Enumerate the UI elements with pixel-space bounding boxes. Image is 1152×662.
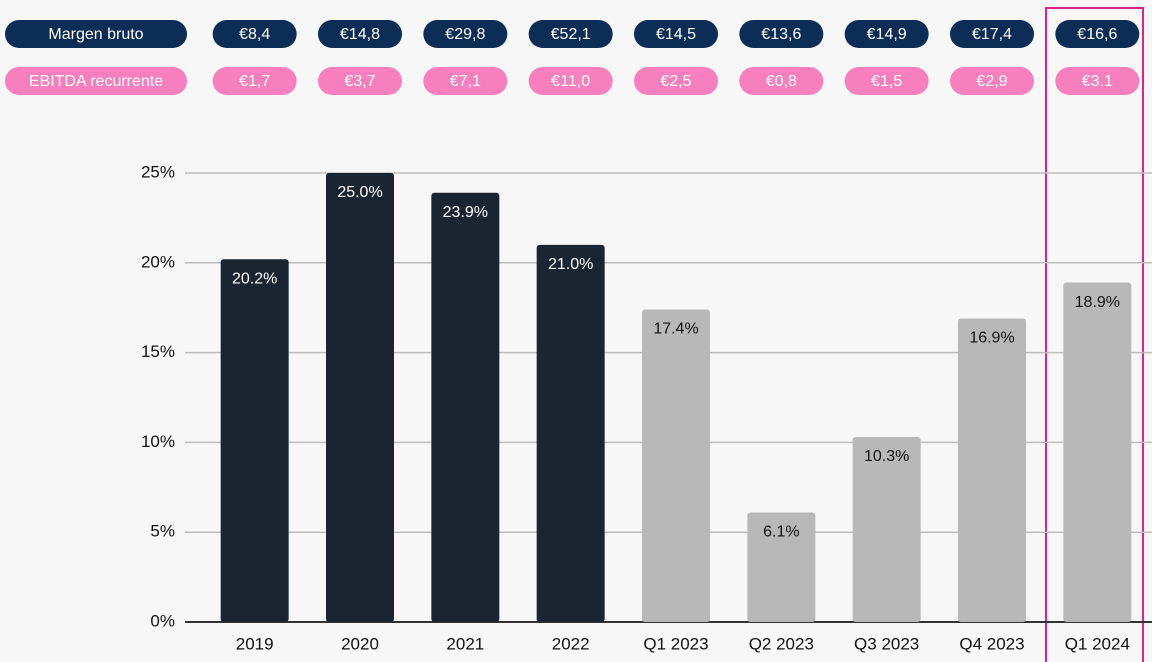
y-tick-label: 5% <box>150 522 175 541</box>
pill-value: €29,8 <box>445 26 485 43</box>
pill-value: €52,1 <box>551 26 591 43</box>
pill-value: €16,6 <box>1077 26 1117 43</box>
pill-value: €2,5 <box>660 73 691 90</box>
bar <box>431 192 500 623</box>
value-pill <box>634 20 718 48</box>
row-label-pill <box>5 20 187 48</box>
value-pill <box>1055 20 1140 48</box>
row-label: Margen bruto <box>48 26 143 43</box>
value-pill <box>318 20 402 48</box>
value-pill <box>844 67 929 95</box>
x-tick-label: 2020 <box>341 634 379 653</box>
y-tick-label: 0% <box>150 611 175 630</box>
pill-value: €11,0 <box>551 73 590 90</box>
x-tick-label: Q4 2023 <box>959 634 1024 653</box>
y-tick-label: 10% <box>141 432 175 451</box>
pill-value: €3,7 <box>344 73 375 90</box>
row-label-pill <box>5 67 187 95</box>
bar <box>642 309 710 622</box>
value-pill <box>212 20 297 48</box>
value-label: 10.3% <box>864 448 909 465</box>
bar <box>1063 282 1132 622</box>
x-tick-label: 2019 <box>236 634 274 653</box>
pill-value: €13,6 <box>761 26 801 43</box>
x-tick-label: Q1 2023 <box>643 634 708 653</box>
value-pill <box>423 67 508 95</box>
value-label: 17.4% <box>653 321 698 338</box>
pill-value: €17,4 <box>972 26 1012 43</box>
value-pill <box>1055 67 1140 95</box>
bar <box>852 437 921 622</box>
x-tick-label: 2022 <box>552 634 590 653</box>
value-pill <box>423 20 508 48</box>
x-tick-label: Q1 2024 <box>1065 634 1130 653</box>
value-label: 6.1% <box>763 524 799 541</box>
bar <box>747 512 816 622</box>
x-tick-label: Q2 2023 <box>749 634 814 653</box>
value-label: 25.0% <box>337 184 382 201</box>
bar <box>326 173 394 622</box>
value-pill <box>528 20 613 48</box>
y-tick-label: 25% <box>141 162 175 181</box>
pill-value: €1,5 <box>871 73 902 90</box>
value-pill <box>318 67 402 95</box>
value-pill <box>739 67 824 95</box>
pill-value: €7,1 <box>450 73 481 90</box>
x-tick-label: 2021 <box>446 634 484 653</box>
value-label: 21.0% <box>548 256 593 273</box>
bar <box>220 259 289 622</box>
pill-value: €2,9 <box>976 73 1007 90</box>
value-pill <box>212 67 297 95</box>
value-pill <box>528 67 613 95</box>
value-pill <box>950 20 1034 48</box>
row-label: EBITDA recurrente <box>29 73 163 90</box>
value-label: 18.9% <box>1075 294 1120 311</box>
pill-value: €1,7 <box>239 73 270 90</box>
pill-value: €14,5 <box>656 26 696 43</box>
pill-value: €14,8 <box>340 26 380 43</box>
pill-value: €14,9 <box>867 26 907 43</box>
x-tick-label: Q3 2023 <box>854 634 919 653</box>
pill-value: €3.1 <box>1082 73 1113 90</box>
pill-value: €0,8 <box>766 73 797 90</box>
bar <box>958 318 1026 622</box>
value-pill <box>634 67 718 95</box>
value-label: 23.9% <box>443 204 488 221</box>
y-tick-label: 15% <box>141 342 175 361</box>
bar <box>536 244 605 622</box>
y-tick-label: 20% <box>141 252 175 271</box>
highlight-box <box>1045 7 1144 662</box>
pill-value: €8,4 <box>239 26 270 43</box>
value-pill <box>739 20 824 48</box>
value-pill <box>950 67 1034 95</box>
value-pill <box>844 20 929 48</box>
value-label: 20.2% <box>232 270 277 287</box>
value-label: 16.9% <box>969 330 1014 347</box>
